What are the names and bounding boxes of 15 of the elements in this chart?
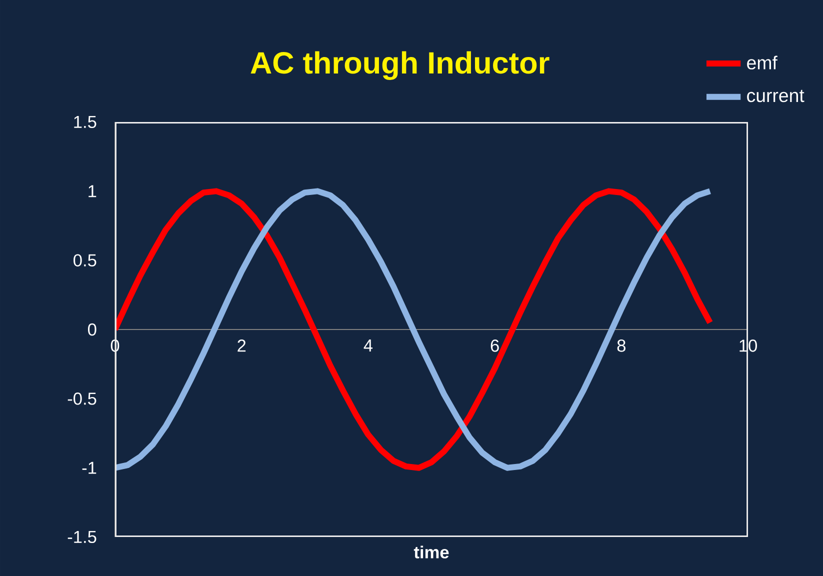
x-tick-label: 4 bbox=[364, 340, 373, 352]
x-tick-label: 2 bbox=[238, 340, 246, 352]
y-tick-label: 0.5 bbox=[74, 254, 96, 266]
y-tick-label: 1 bbox=[88, 185, 96, 198]
legend-label: current bbox=[747, 90, 804, 102]
x-axis-title: time bbox=[414, 546, 449, 558]
x-tick-label: 6 bbox=[490, 340, 499, 352]
y-tick-label: -0.5 bbox=[68, 392, 96, 405]
y-tick-label: 1.5 bbox=[74, 116, 96, 128]
x-tick-label: 8 bbox=[617, 340, 626, 352]
chart-title: AC through Inductor bbox=[250, 51, 550, 80]
y-tick-label: -1 bbox=[82, 462, 96, 474]
y-tick-label: -1.5 bbox=[68, 530, 96, 544]
legend-label: emf bbox=[747, 56, 778, 70]
y-tick-label: 0 bbox=[88, 323, 96, 336]
